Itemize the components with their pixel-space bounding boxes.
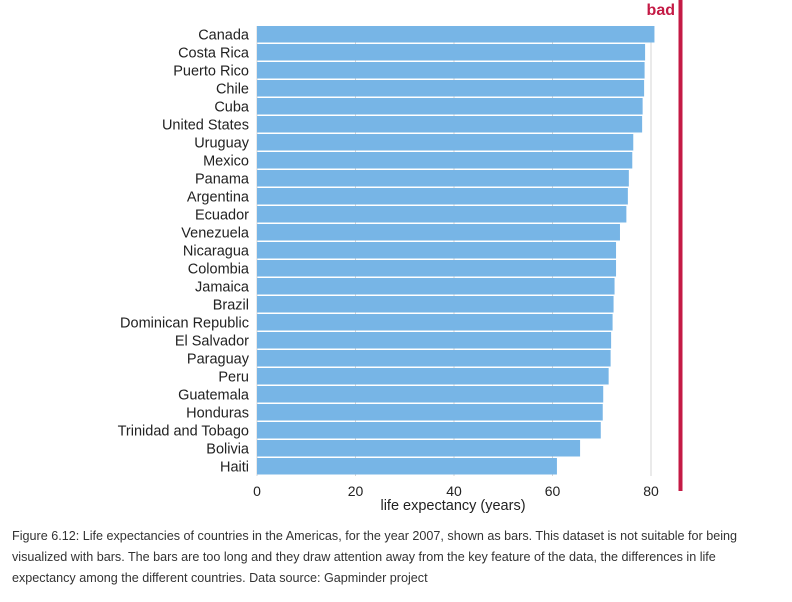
category-label: Paraguay xyxy=(187,351,250,367)
category-label: Uruguay xyxy=(194,135,250,151)
category-label: Ecuador xyxy=(195,207,249,223)
category-label: Honduras xyxy=(186,405,249,421)
x-tick-label: 40 xyxy=(446,483,462,499)
category-label: Mexico xyxy=(203,153,249,169)
category-label: Puerto Rico xyxy=(173,63,249,79)
bar xyxy=(257,314,613,331)
category-label: Dominican Republic xyxy=(120,315,249,331)
bar xyxy=(257,170,629,187)
x-tick-label: 20 xyxy=(348,483,364,499)
bar xyxy=(257,404,603,421)
category-label: Cuba xyxy=(214,99,250,115)
category-label: United States xyxy=(162,117,249,133)
bar xyxy=(257,422,601,439)
bar xyxy=(257,62,645,79)
x-tick-label: 60 xyxy=(545,483,561,499)
category-label: Brazil xyxy=(213,297,249,313)
category-label: Canada xyxy=(198,27,250,43)
bar xyxy=(257,296,614,313)
category-label: Peru xyxy=(218,369,249,385)
bar xyxy=(257,242,617,259)
bar xyxy=(257,134,634,151)
bar xyxy=(257,98,643,115)
bar xyxy=(257,44,646,61)
bar xyxy=(257,80,645,97)
bad-marker-line xyxy=(678,0,683,491)
bar xyxy=(257,278,615,295)
category-label: Nicaragua xyxy=(183,243,250,259)
bar xyxy=(257,224,620,241)
category-label: Panama xyxy=(195,171,250,187)
bars xyxy=(257,26,655,475)
bar xyxy=(257,440,581,457)
bar xyxy=(257,116,643,133)
x-axis-title: life expectancy (years) xyxy=(380,498,525,514)
bar xyxy=(257,332,612,349)
category-label: Guatemala xyxy=(178,387,250,403)
x-tick-label: 80 xyxy=(643,483,659,499)
category-label: Trinidad and Tobago xyxy=(118,423,249,439)
category-label: Haiti xyxy=(220,459,249,475)
figure-caption: Figure 6.12: Life expectancies of countr… xyxy=(12,529,738,585)
x-tick-label: 0 xyxy=(253,483,261,499)
bad-label: bad xyxy=(647,2,675,19)
x-axis-ticks: 0 20 40 60 80 xyxy=(253,483,659,499)
bar xyxy=(257,188,628,205)
bar xyxy=(257,152,633,169)
category-label: Costa Rica xyxy=(178,45,250,61)
category-label: Chile xyxy=(216,81,249,97)
category-label: Colombia xyxy=(188,261,250,277)
bar-chart: Canada Costa Rica Puerto Rico Chile Cuba Unit… xyxy=(118,0,683,514)
category-label: El Salvador xyxy=(175,333,249,349)
bar xyxy=(257,386,604,403)
bar xyxy=(257,458,557,475)
category-label: Jamaica xyxy=(195,279,250,295)
category-label: Venezuela xyxy=(181,225,250,241)
bar xyxy=(257,206,627,223)
bar xyxy=(257,350,611,367)
category-label: Bolivia xyxy=(206,441,250,457)
bar xyxy=(257,260,617,277)
bar xyxy=(257,26,655,43)
category-label: Argentina xyxy=(187,189,250,205)
bar xyxy=(257,368,609,385)
category-labels: Canada Costa Rica Puerto Rico Chile Cuba Unit… xyxy=(118,27,250,475)
